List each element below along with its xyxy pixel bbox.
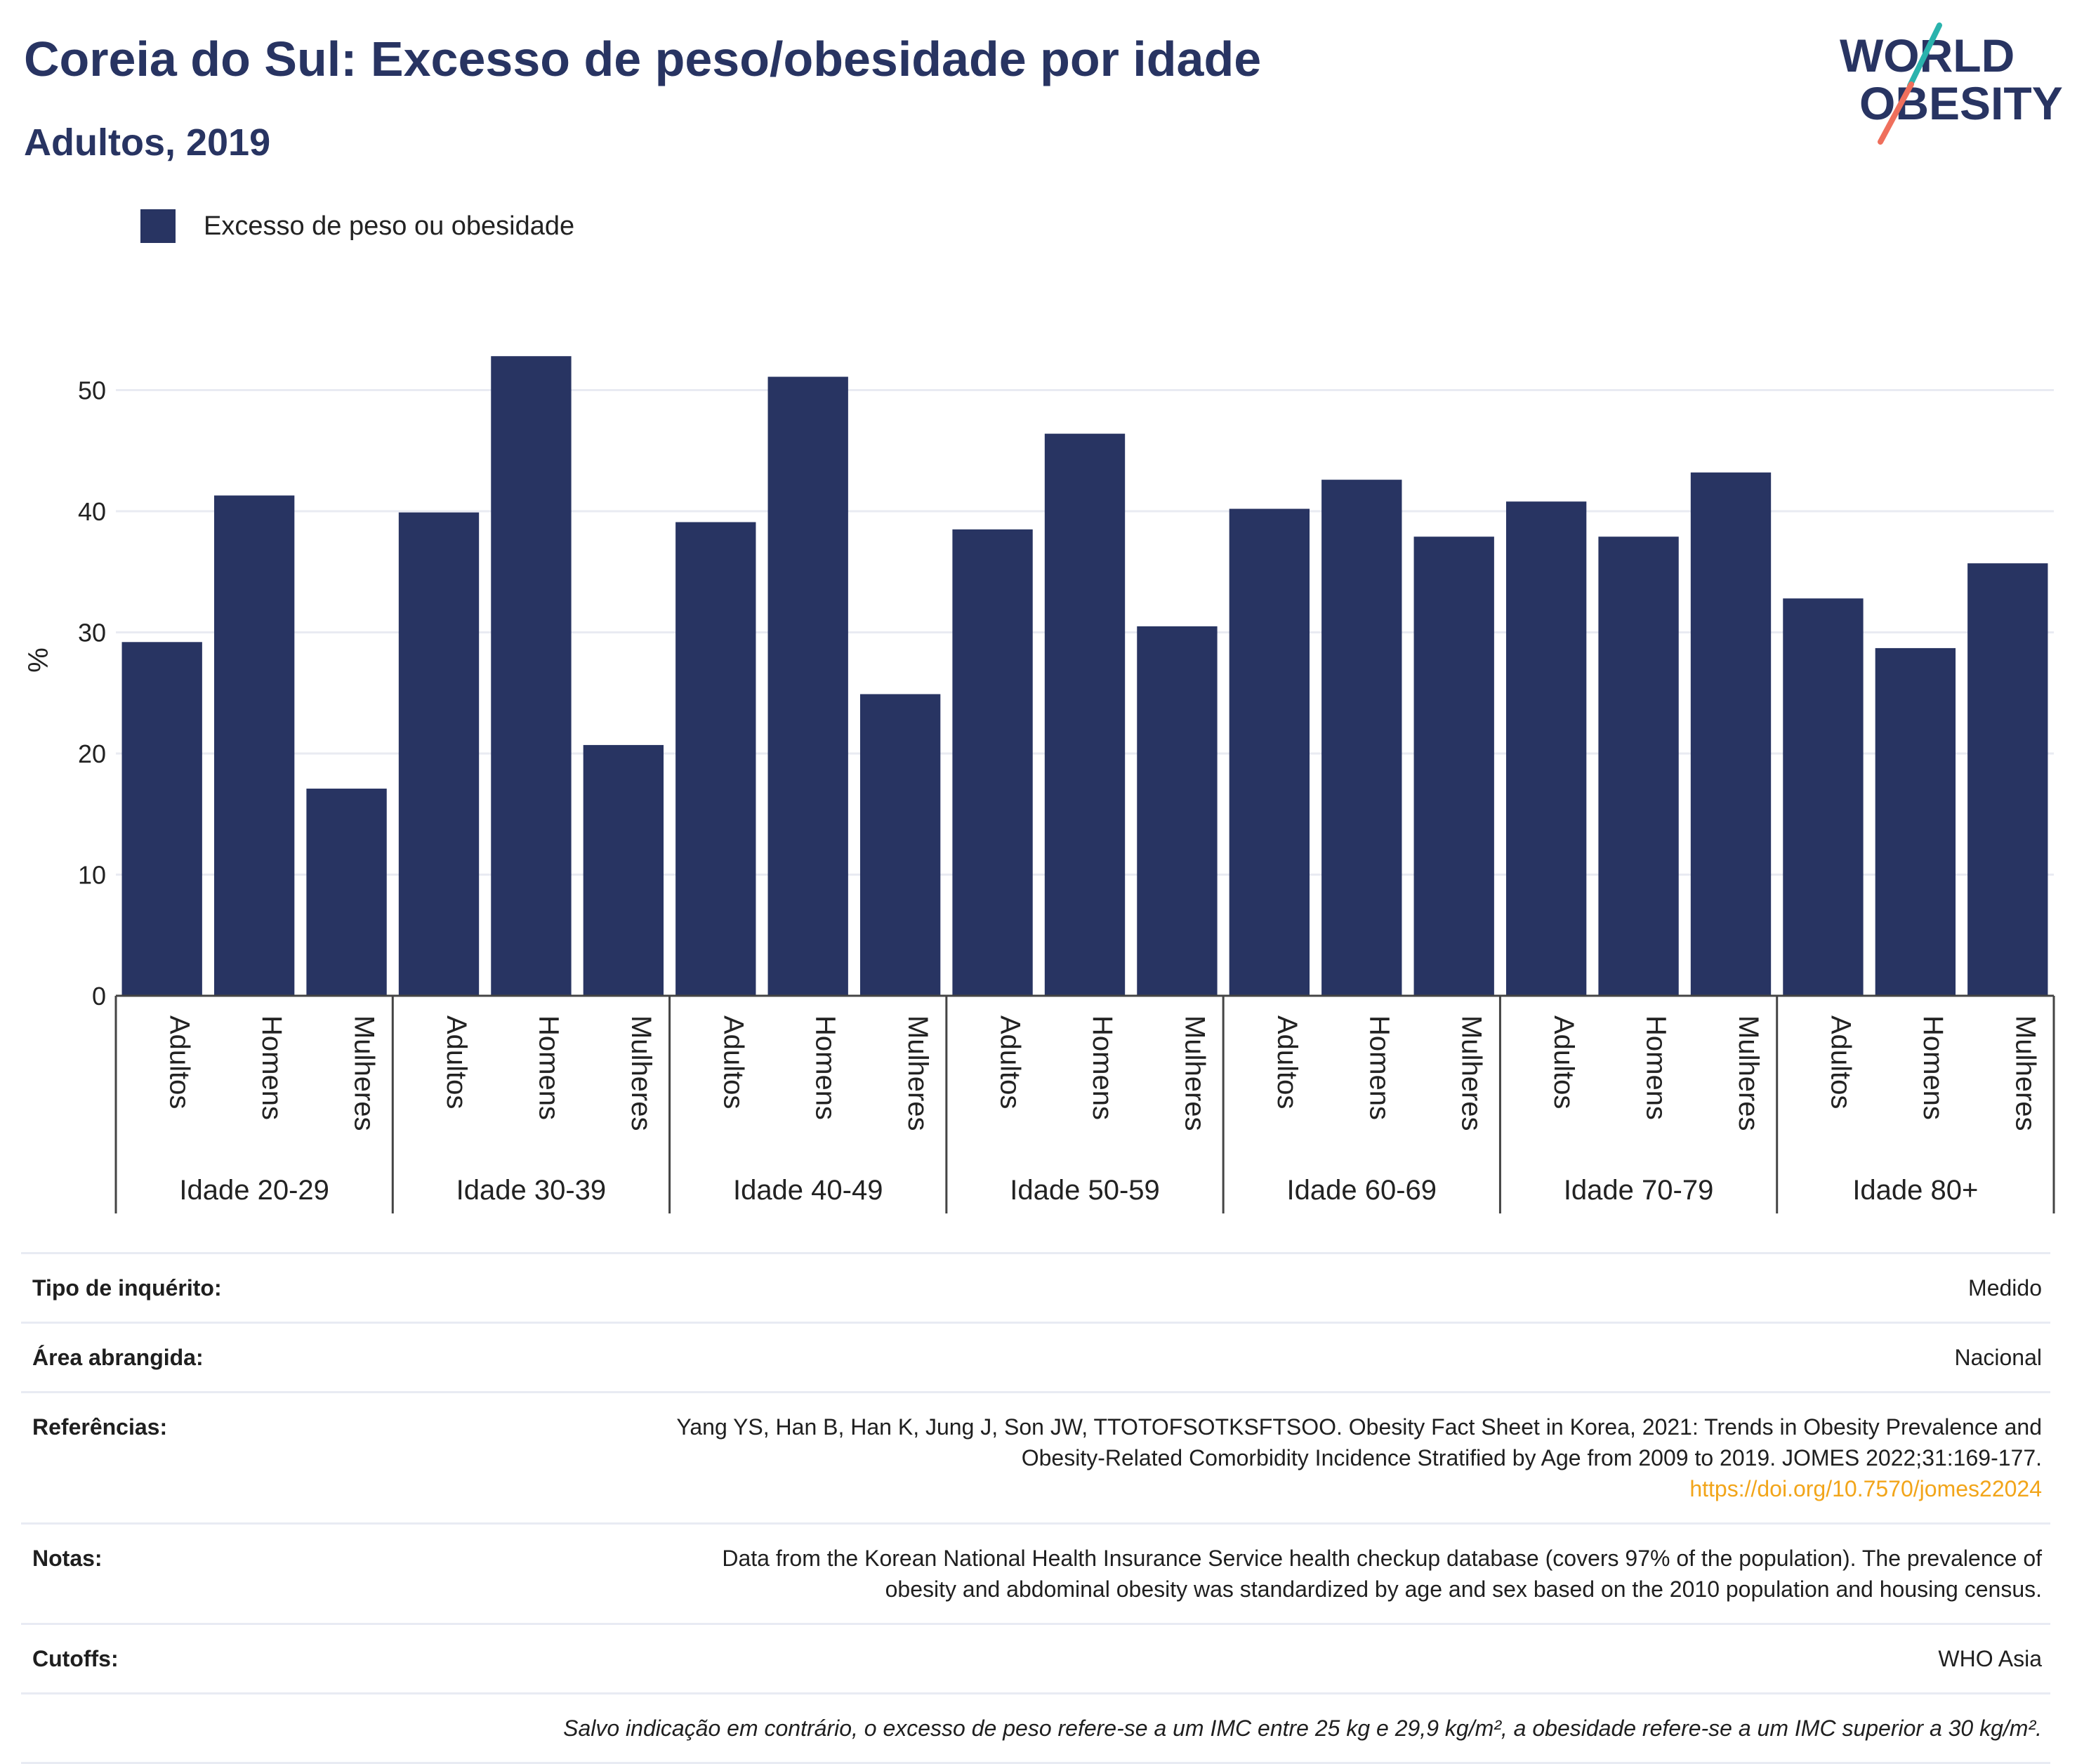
- survey-type-label: Tipo de inquérito:: [32, 1275, 222, 1301]
- x-category-label: Adultos: [441, 1015, 472, 1109]
- info-row-references: Referências: Yang YS, Han B, Han K, Jung…: [21, 1391, 2050, 1522]
- bar: [491, 356, 572, 996]
- x-category-label: Homens: [1087, 1015, 1118, 1120]
- coverage-value: Nacional: [1954, 1345, 2042, 1370]
- x-category-label: Adultos: [995, 1015, 1026, 1109]
- info-row-notes: Notas: Data from the Korean National Hea…: [21, 1522, 2050, 1623]
- y-tick-label: 10: [78, 861, 106, 890]
- x-category-label: Mulheres: [902, 1015, 933, 1131]
- x-category-label: Mulheres: [626, 1015, 657, 1131]
- survey-type-value: Medido: [1968, 1275, 2042, 1301]
- x-group-label: Idade 20-29: [179, 1175, 329, 1206]
- bar: [1321, 480, 1402, 996]
- x-category-label: Mulheres: [1179, 1015, 1210, 1131]
- bar: [767, 376, 848, 996]
- notes-line-2: obesity and abdominal obesity was standa…: [885, 1577, 2042, 1602]
- logo-slash-teal: [1907, 22, 1942, 88]
- coverage-label: Área abrangida:: [32, 1345, 204, 1370]
- y-tick-label: 40: [78, 497, 106, 526]
- notes-label: Notas:: [32, 1546, 103, 1571]
- bar: [1413, 537, 1494, 996]
- bar: [1505, 501, 1587, 996]
- cutoffs-value: WHO Asia: [1938, 1646, 2042, 1671]
- info-row-coverage: Área abrangida: Nacional: [21, 1322, 2050, 1391]
- bmi-footnote: Salvo indicação em contrário, o excesso …: [563, 1716, 2042, 1741]
- legend-swatch: [140, 209, 176, 243]
- bar: [1044, 433, 1126, 996]
- x-category-label: Adultos: [1272, 1015, 1303, 1109]
- bar-chart: 0 10 20 30 40 50% Adultos Homens Mulheres Idade 2…: [23, 356, 2055, 1213]
- x-category-label: Adultos: [718, 1015, 749, 1109]
- y-tick-label: 30: [78, 619, 106, 647]
- chart-title: Coreia do Sul: Excesso de peso/obesidade…: [24, 32, 1262, 86]
- x-group-label: Idade 80+: [1852, 1175, 1978, 1206]
- x-group-label: Idade 30-39: [456, 1175, 607, 1206]
- references-value: Yang YS, Han B, Han K, Jung J, Son JW, T…: [327, 1411, 2042, 1504]
- legend-label: Excesso de peso ou obesidade: [204, 211, 575, 241]
- x-category-label: Mulheres: [2010, 1015, 2040, 1131]
- references-doi-link[interactable]: https://doi.org/10.7570/jomes22024: [1689, 1476, 2042, 1501]
- x-category-label: Homens: [810, 1015, 841, 1120]
- x-category-label: Mulheres: [1733, 1015, 1764, 1131]
- bar: [213, 495, 295, 996]
- bar: [675, 522, 756, 996]
- x-category-label: Homens: [256, 1015, 287, 1120]
- y-tick-label: 0: [92, 982, 106, 1011]
- x-group-label: Idade 60-69: [1287, 1175, 1437, 1206]
- info-table: Tipo de inquérito: Medido Área abrangida…: [21, 1252, 2050, 1764]
- info-row-footnote: Salvo indicação em contrário, o excesso …: [21, 1692, 2050, 1764]
- x-category-label: Adultos: [1548, 1015, 1579, 1109]
- y-tick-label: 50: [78, 376, 106, 405]
- bar: [1229, 508, 1310, 996]
- chart-legend[interactable]: Excesso de peso ou obesidade: [140, 209, 574, 243]
- bar: [1875, 647, 1956, 996]
- x-category-label: Adultos: [1825, 1015, 1856, 1109]
- notes-value: Data from the Korean National Health Ins…: [327, 1543, 2042, 1605]
- bar: [398, 512, 480, 996]
- world-obesity-logo: WORLD OBESITY: [1840, 22, 2063, 145]
- x-category-label: Homens: [1641, 1015, 1672, 1120]
- bar: [952, 529, 1033, 996]
- notes-line-1: Data from the Korean National Health Ins…: [722, 1546, 2042, 1571]
- references-line-1: Yang YS, Han B, Han K, Jung J, Son JW, T…: [676, 1414, 2042, 1440]
- bar: [306, 789, 387, 996]
- x-group-label: Idade 70-79: [1564, 1175, 1714, 1206]
- x-category-label: Homens: [1364, 1015, 1394, 1120]
- bar: [121, 642, 202, 996]
- references-line-2: Obesity-Related Comorbidity Incidence St…: [1021, 1445, 2042, 1470]
- y-axis-label: %: [23, 647, 54, 673]
- x-category-label: Mulheres: [349, 1015, 380, 1131]
- info-row-survey-type: Tipo de inquérito: Medido: [21, 1252, 2050, 1322]
- bar: [583, 744, 664, 996]
- bar: [1598, 537, 1679, 996]
- x-group-label: Idade 50-59: [1010, 1175, 1160, 1206]
- x-category-label: Adultos: [164, 1015, 195, 1109]
- y-tick-label: 20: [78, 739, 106, 768]
- chart-subtitle: Adultos, 2019: [24, 121, 271, 164]
- bar: [1783, 598, 1864, 996]
- x-category-label: Homens: [1918, 1015, 1949, 1120]
- bar: [1967, 563, 2048, 996]
- info-row-cutoffs: Cutoffs: WHO Asia: [21, 1623, 2050, 1692]
- bar: [1137, 626, 1218, 996]
- bar: [1690, 472, 1772, 996]
- bar: [859, 694, 941, 996]
- x-category-label: Mulheres: [1456, 1015, 1487, 1131]
- logo-slash-coral: [1878, 81, 1914, 145]
- x-category-label: Homens: [533, 1015, 564, 1120]
- references-label: Referências:: [32, 1414, 168, 1440]
- x-group-label: Idade 40-49: [733, 1175, 883, 1206]
- cutoffs-label: Cutoffs:: [32, 1646, 119, 1671]
